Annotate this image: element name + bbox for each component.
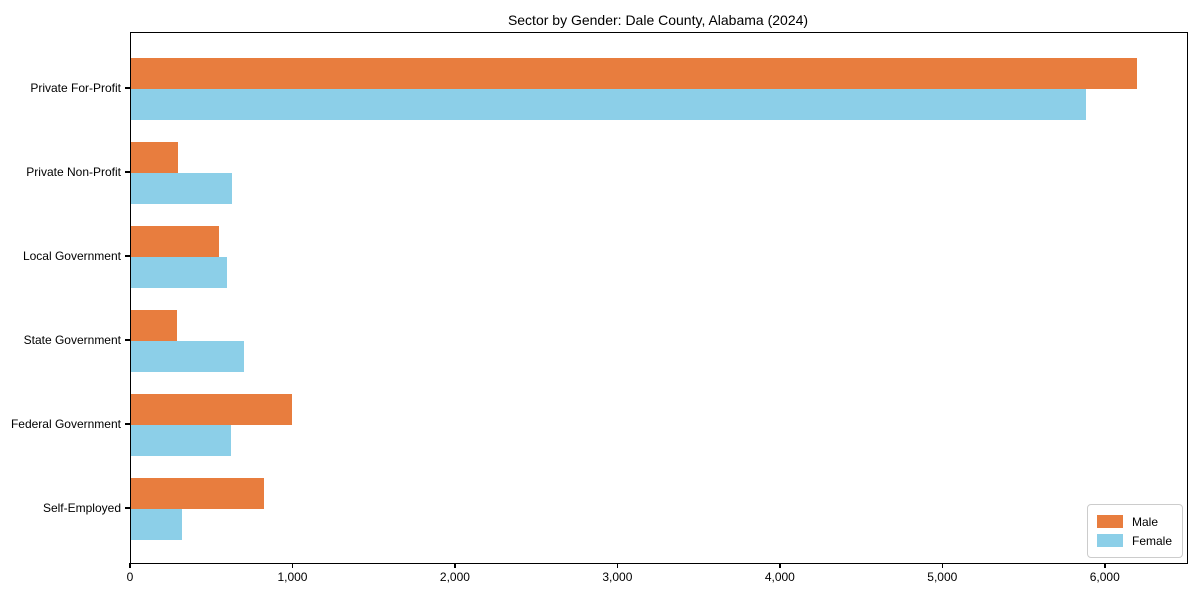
y-axis-label-state-government: State Government (23, 333, 121, 347)
bar-male-private-non-profit (131, 142, 179, 173)
bar-male-self-employed (131, 478, 265, 509)
y-axis-label-private-non-profit: Private Non-Profit (26, 165, 121, 179)
bar-female-private-non-profit (131, 173, 232, 204)
x-tick-mark (129, 563, 131, 568)
x-tick-label-2000: 2,000 (439, 570, 470, 584)
plot-area: Male Female (130, 32, 1188, 564)
x-tick-label-5000: 5,000 (927, 570, 958, 584)
x-tick-label-0: 0 (126, 570, 134, 584)
bar-female-state-government (131, 341, 244, 372)
legend-item-male: Male (1096, 512, 1172, 531)
x-tick-label-1000: 1,000 (277, 570, 308, 584)
y-axis-label-private-for-profit: Private For-Profit (30, 81, 121, 95)
chart-title: Sector by Gender: Dale County, Alabama (… (507, 12, 809, 28)
legend-item-female: Female (1096, 531, 1172, 550)
x-tick-mark (779, 563, 781, 568)
y-axis-label-federal-government: Federal Government (10, 417, 121, 431)
bar-female-private-for-profit (131, 89, 1087, 120)
y-axis-label-local-government: Local Government (22, 249, 121, 263)
y-tick-mark (125, 507, 130, 509)
legend-label-female: Female (1131, 533, 1172, 548)
bar-male-private-for-profit (131, 58, 1137, 89)
y-tick-mark (125, 339, 130, 341)
bar-male-local-government (131, 226, 219, 257)
x-tick-label-3000: 3,000 (602, 570, 633, 584)
y-axis-label-self-employed: Self-Employed (42, 501, 121, 515)
bar-female-local-government (131, 257, 227, 288)
bar-female-federal-government (131, 425, 231, 456)
legend-swatch-male (1096, 515, 1123, 528)
y-tick-mark (125, 171, 130, 173)
y-tick-mark (125, 255, 130, 257)
x-tick-label-4000: 4,000 (764, 570, 795, 584)
x-tick-label-6000: 6,000 (1089, 570, 1120, 584)
x-tick-mark (616, 563, 619, 568)
y-tick-mark (125, 87, 130, 89)
x-tick-mark (1104, 563, 1106, 568)
legend: Male Female (1086, 504, 1183, 558)
y-tick-mark (125, 423, 130, 425)
x-tick-mark (941, 563, 944, 568)
bar-male-federal-government (131, 394, 292, 425)
x-tick-mark (454, 563, 456, 568)
x-tick-mark (291, 563, 294, 568)
legend-swatch-female (1096, 534, 1123, 547)
legend-label-male: Male (1131, 514, 1158, 529)
bar-female-self-employed (131, 509, 183, 540)
bar-male-state-government (131, 310, 178, 341)
